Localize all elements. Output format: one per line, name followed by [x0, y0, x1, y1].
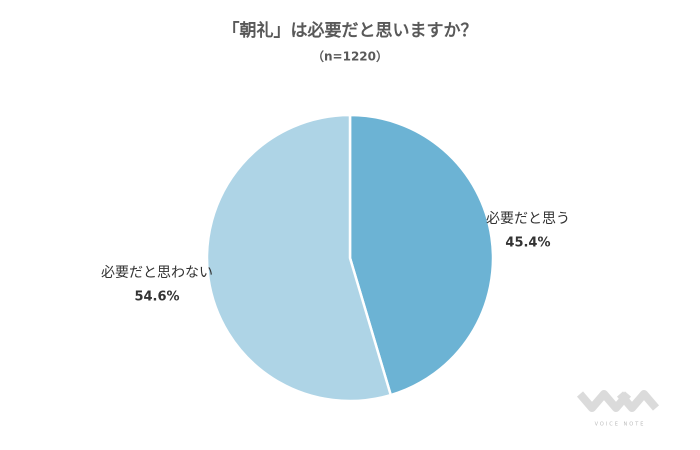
chart-title: 「朝礼」は必要だと思いますか？	[223, 20, 478, 41]
chart-subtitle: （n=1220）	[312, 49, 388, 64]
slice-value: 54.6%	[134, 290, 179, 305]
pie-slice	[348, 113, 495, 397]
watermark: VOICE NOTE	[595, 422, 646, 428]
slice-label: 必要だと思わない	[101, 265, 213, 281]
slice-label: 必要だと思う	[486, 211, 570, 227]
slice-value: 45.4%	[505, 235, 550, 250]
logo	[576, 390, 660, 412]
pie-slice	[205, 113, 393, 403]
